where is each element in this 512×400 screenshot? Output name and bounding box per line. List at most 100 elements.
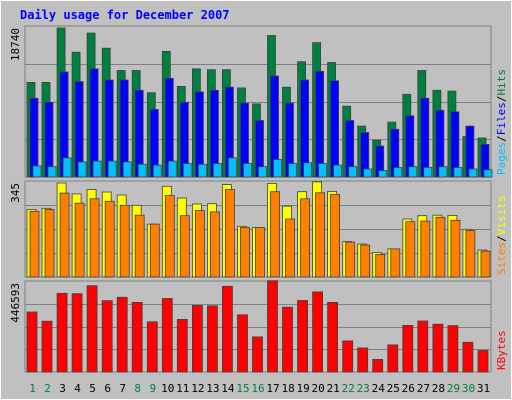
legend-entry-separator: / [495, 235, 508, 242]
day-label-2: 2 [44, 382, 51, 395]
panel-visits-legend: Sites/Visits [495, 196, 508, 276]
bar-sites-day-23 [360, 244, 371, 278]
bar-pages-day-8 [137, 163, 147, 178]
chart-panels: 18740Pages/Files/Hits345Sites/Visits4465… [9, 25, 508, 373]
day-label-26: 26 [402, 382, 415, 395]
bar-pages-day-18 [288, 163, 297, 178]
bar-sites-day-14 [224, 189, 235, 278]
bar-pages-day-6 [107, 160, 117, 178]
legend-entry-separator: / [495, 135, 508, 142]
day-label-14: 14 [221, 382, 235, 395]
bar-kbytes-day-31 [477, 350, 489, 373]
panel-kbytes-legend: KBytes [495, 330, 508, 370]
day-label-1: 1 [29, 382, 36, 395]
panel-hits-max-label: 18740 [9, 28, 22, 61]
bar-kbytes-day-29 [447, 325, 459, 373]
legend-entry-sites: Sites [495, 242, 508, 275]
bar-sites-day-18 [285, 218, 295, 278]
day-label-13: 13 [206, 382, 219, 395]
panel-kbytes: 446593 KBytes [9, 280, 508, 373]
bar-sites-day-24 [375, 253, 386, 278]
day-label-17: 17 [266, 382, 279, 395]
bar-pages-day-20 [318, 163, 328, 178]
bar-files-day-27 [420, 97, 430, 178]
day-label-15: 15 [236, 382, 249, 395]
day-label-22: 22 [342, 382, 355, 395]
day-label-16: 16 [251, 382, 264, 395]
bar-sites-day-17 [270, 191, 280, 278]
chart-title: Daily usage for December 2007 [20, 8, 230, 22]
bar-kbytes-day-20 [312, 291, 324, 373]
bar-pages-day-26 [408, 166, 418, 178]
bar-sites-day-21 [330, 193, 341, 278]
bar-sites-day-9 [149, 223, 160, 278]
day-label-20: 20 [311, 382, 324, 395]
day-label-24: 24 [372, 382, 386, 395]
panel-visits: 345 Sites/Visits [9, 180, 508, 278]
bar-pages-day-16 [258, 166, 267, 178]
bar-kbytes-day-15 [237, 314, 248, 373]
bar-pages-day-31 [483, 169, 493, 178]
bar-pages-day-28 [438, 166, 448, 178]
day-label-12: 12 [191, 382, 204, 395]
bar-kbytes-day-8 [131, 301, 143, 373]
bar-kbytes-day-4 [71, 293, 83, 373]
bar-sites-day-28 [435, 216, 446, 278]
bar-kbytes-day-30 [462, 341, 474, 373]
day-axis-labels: 1 2 3 4 5 6 7 8 9 10 11 12 13 14 15 16 17 18 19 20 21 22 23 24 2… [29, 382, 490, 395]
day-label-31: 31 [477, 382, 490, 395]
bar-pages-day-27 [423, 167, 433, 178]
bar-pages-day-4 [77, 161, 87, 178]
bar-kbytes-day-21 [327, 301, 339, 373]
bar-pages-day-11 [182, 163, 192, 178]
day-label-27: 27 [417, 382, 430, 395]
bar-pages-day-7 [122, 161, 132, 178]
legend-entry-hits: Hits [495, 69, 508, 96]
bar-kbytes-day-10 [161, 298, 173, 373]
bar-kbytes-day-18 [282, 306, 293, 373]
bar-files-day-20 [315, 70, 325, 178]
legend-entry-pages: Pages [495, 142, 508, 175]
bar-sites-day-7 [119, 204, 130, 278]
bar-sites-day-5 [89, 198, 100, 278]
bar-sites-day-4 [74, 202, 85, 278]
panel-visits-max-label: 345 [9, 183, 22, 203]
bar-sites-day-3 [59, 192, 70, 278]
day-label-6: 6 [104, 382, 111, 395]
bar-pages-day-14 [227, 157, 237, 178]
bar-pages-day-30 [468, 168, 478, 178]
legend-entry-files: Files [495, 102, 508, 135]
bar-sites-day-1 [29, 210, 40, 278]
bar-kbytes-day-19 [297, 300, 309, 373]
bar-sites-day-15 [240, 226, 250, 278]
bar-pages-day-10 [167, 160, 177, 178]
bar-kbytes-day-26 [402, 324, 414, 373]
bar-kbytes-day-24 [372, 358, 384, 373]
day-label-11: 11 [176, 382, 189, 395]
bar-pages-day-19 [303, 162, 313, 178]
day-label-30: 30 [462, 382, 475, 395]
day-label-21: 21 [327, 382, 340, 395]
bar-kbytes-day-27 [417, 320, 429, 373]
bar-kbytes-day-1 [26, 311, 38, 373]
bar-pages-day-2 [47, 166, 57, 178]
bar-pages-day-22 [348, 166, 358, 178]
bar-sites-day-2 [44, 208, 55, 278]
panel-hits-legend: Pages/Files/Hits [495, 69, 508, 175]
bar-sites-day-31 [480, 250, 491, 278]
day-label-23: 23 [357, 382, 370, 395]
bar-pages-day-15 [243, 163, 252, 178]
bar-sites-day-8 [134, 214, 145, 278]
bar-sites-day-29 [450, 219, 461, 278]
bar-kbytes-day-12 [191, 304, 203, 373]
bar-pages-day-24 [378, 170, 388, 178]
day-label-8: 8 [134, 382, 141, 395]
bar-pages-day-25 [393, 167, 403, 178]
bar-sites-day-20 [315, 192, 326, 278]
bar-sites-day-19 [300, 198, 311, 278]
day-label-7: 7 [119, 382, 126, 395]
bar-sites-day-12 [194, 210, 205, 278]
bar-kbytes-day-3 [56, 292, 68, 373]
